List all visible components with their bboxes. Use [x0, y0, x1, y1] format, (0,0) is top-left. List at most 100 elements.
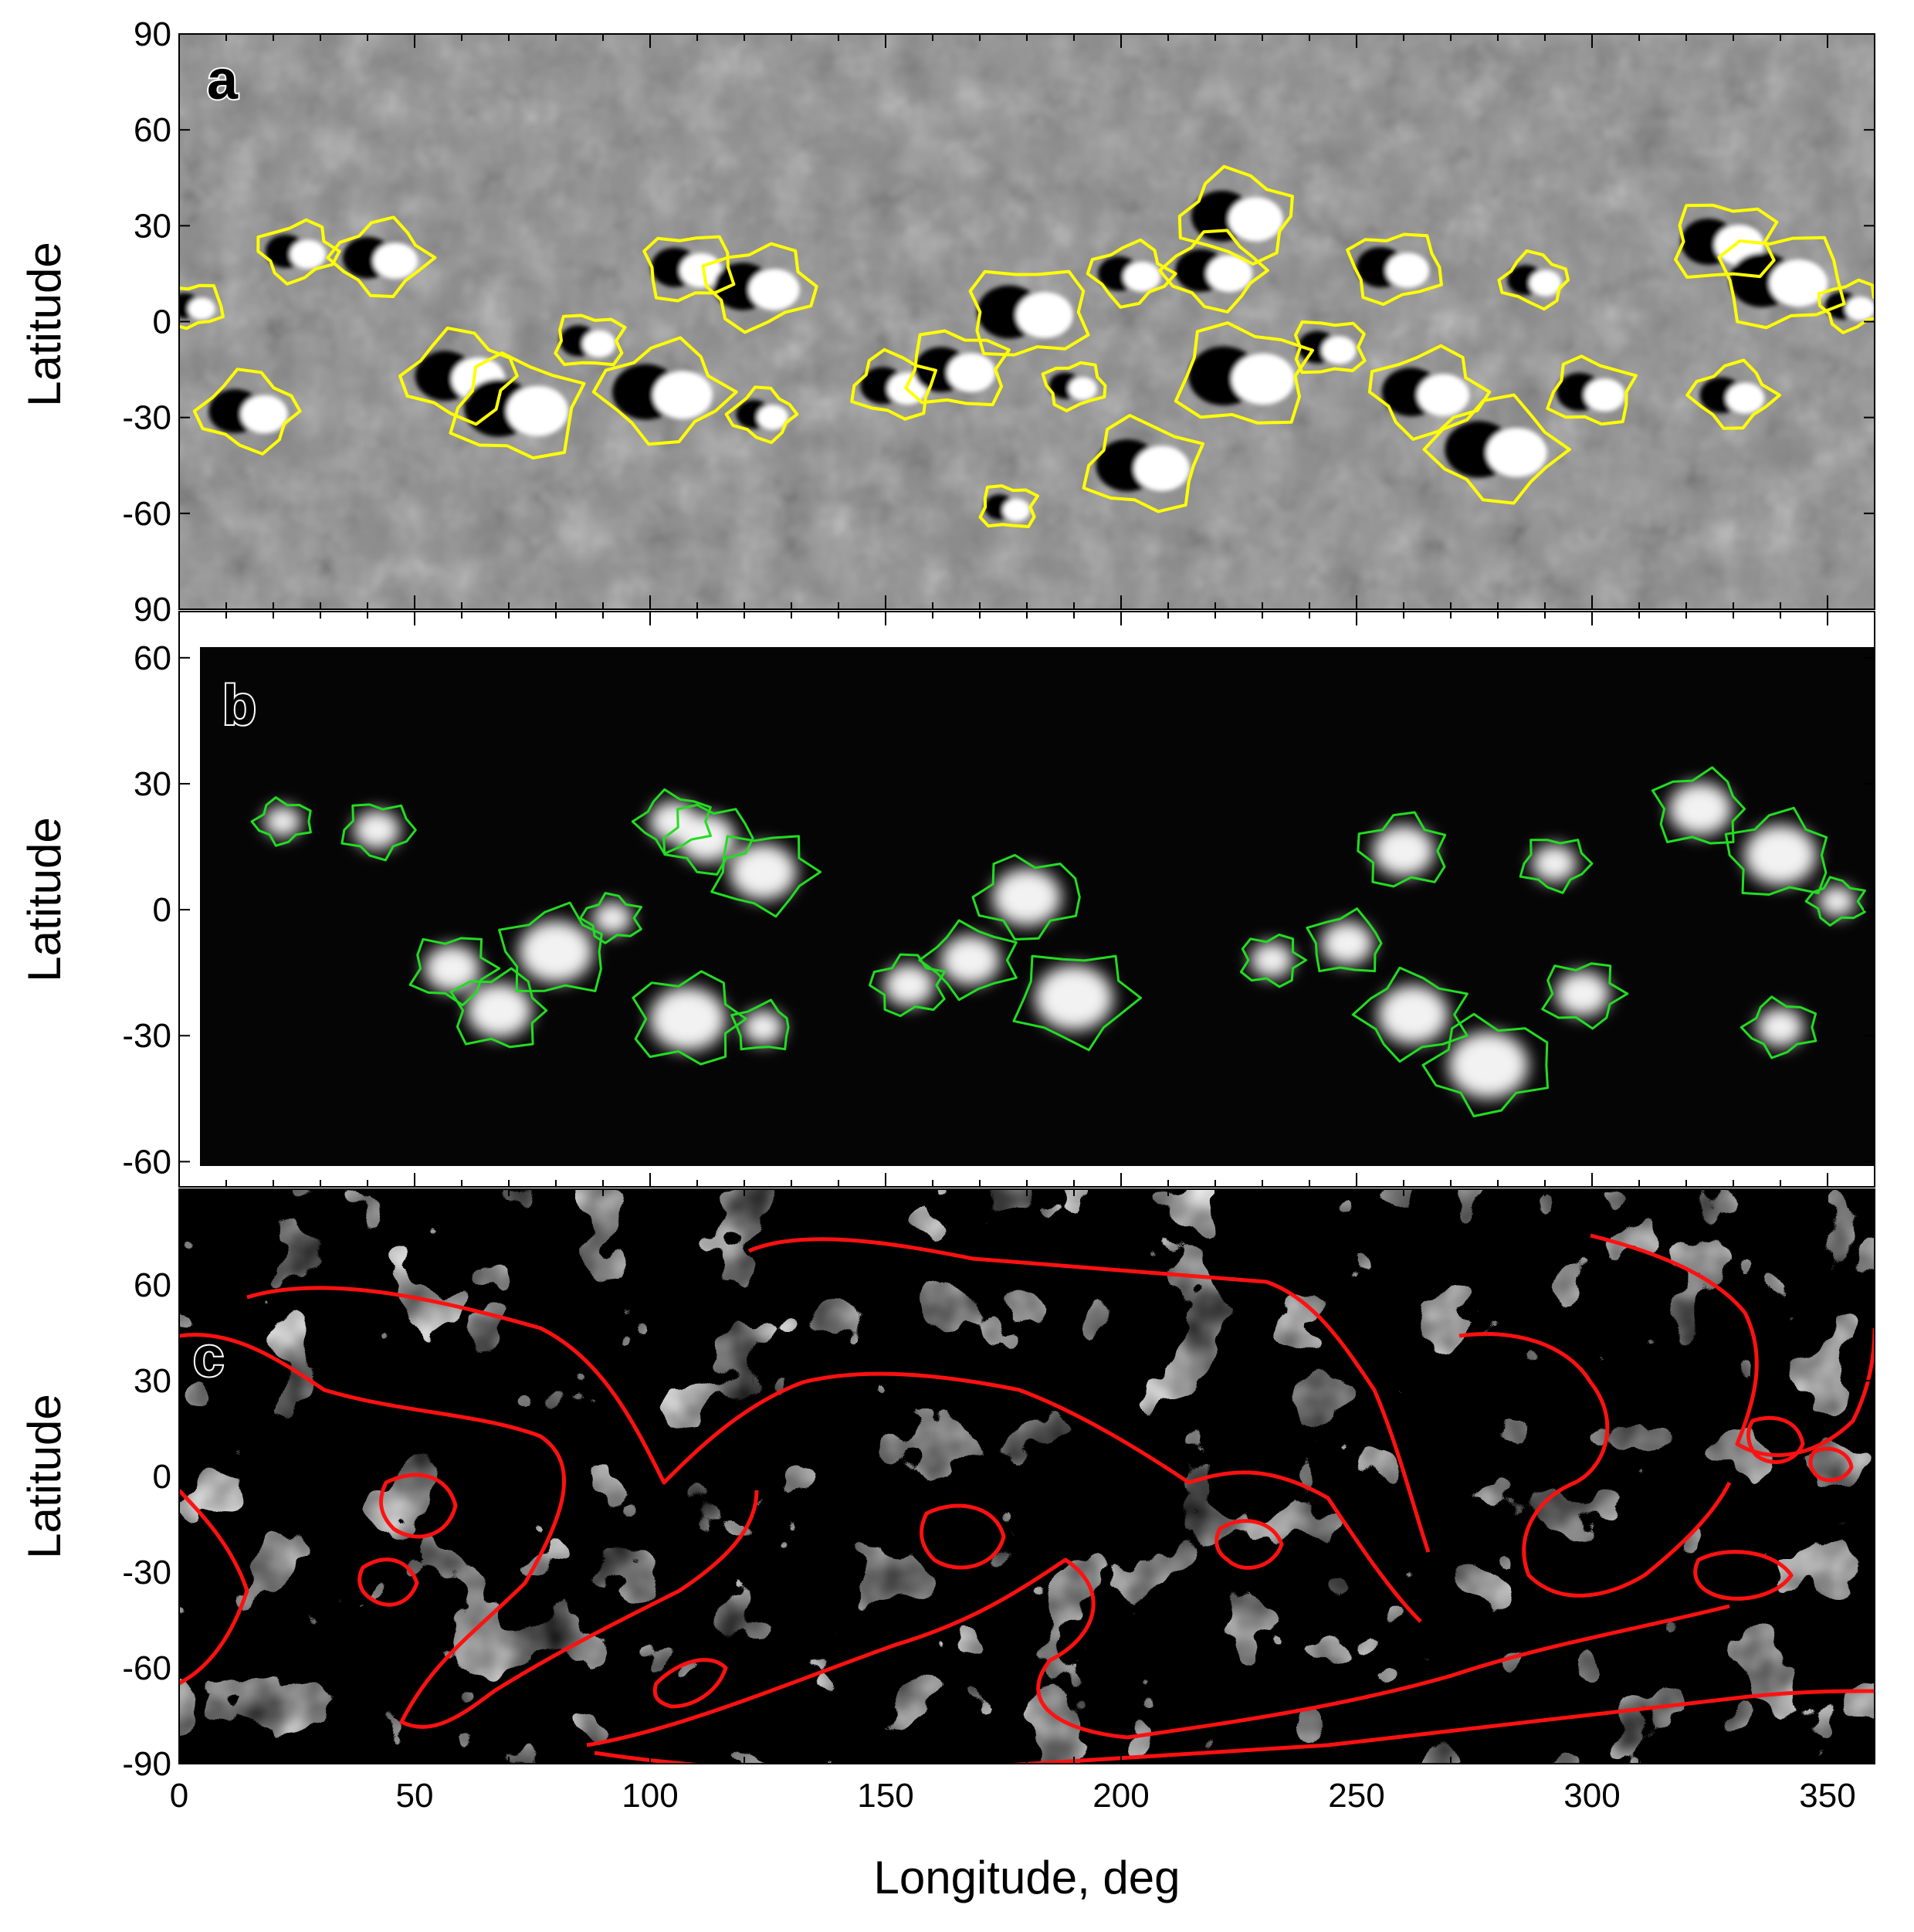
yellow-contour	[1086, 238, 1177, 309]
bright-patch	[264, 805, 302, 837]
bright-patch	[593, 901, 632, 934]
panel-b-contours	[250, 766, 1866, 1117]
green-contour	[1541, 962, 1629, 1030]
panel-c-contour-small-3	[652, 1658, 728, 1709]
positive-polarity-patch	[749, 269, 800, 310]
yellow-contour	[326, 215, 437, 298]
yellow-contour	[701, 242, 818, 334]
positive-polarity-patch	[1206, 255, 1253, 293]
yellow-contour	[1497, 249, 1570, 311]
y-tick-label: 60	[134, 111, 171, 149]
positive-polarity-patch	[1003, 499, 1031, 521]
bright-patch	[1818, 886, 1856, 917]
bright-patch	[1373, 825, 1435, 876]
positive-polarity-patch	[1486, 428, 1547, 477]
green-contour	[1740, 995, 1817, 1059]
yellow-contour	[1367, 344, 1492, 441]
panel-c-contour-far-east	[1590, 1233, 1875, 1457]
yellow-contour	[1041, 361, 1107, 412]
positive-polarity-patch	[373, 242, 418, 280]
y-tick-label: 0	[153, 303, 171, 341]
panel-c: c 60 30 0 -30 -60 -90 Latitude	[19, 1188, 1875, 1783]
yellow-contour	[1546, 354, 1638, 426]
panel-a: a 90 60 30 0 -30 -60 90 Latitude	[19, 15, 1875, 629]
yellow-contour	[1717, 236, 1846, 330]
panel-a-contours	[179, 164, 1875, 528]
y-tick-label: 30	[134, 765, 171, 803]
panel-c-contour-west-loop	[179, 1333, 759, 1729]
x-tick-label: 100	[622, 1777, 678, 1815]
panel-c-contour-east-loop	[1458, 1332, 1732, 1598]
yellow-contour	[1082, 414, 1205, 514]
panel-c-contours	[179, 1233, 1875, 1764]
green-contour	[340, 803, 417, 862]
positive-polarity-patch	[1386, 253, 1430, 288]
green-contour	[498, 901, 603, 992]
yellow-contour	[1817, 278, 1875, 334]
positive-polarity-patch	[1322, 336, 1357, 364]
x-axis-title: Longitude, deg	[873, 1852, 1180, 1903]
panel-c-contour-small-5	[919, 1503, 1006, 1570]
panel-a-magnetic-patches	[179, 190, 1875, 521]
positive-polarity-patch	[290, 239, 327, 269]
positive-polarity-patch	[1123, 261, 1161, 292]
positive-polarity-patch	[1769, 259, 1828, 307]
bright-patch	[1757, 1008, 1804, 1047]
yellow-contour	[449, 351, 586, 460]
y-tick-label: 0	[153, 891, 171, 929]
panel-c-contour-small-1	[378, 1473, 458, 1539]
y-tick-label: -60	[122, 1143, 171, 1181]
green-contour	[918, 919, 1018, 1002]
y-tick-label: 0	[153, 1458, 171, 1496]
panel-b-y-axis-title: Latitude	[19, 817, 70, 982]
yellow-contour	[591, 336, 738, 446]
yellow-contour	[1177, 164, 1294, 266]
green-contour	[730, 998, 790, 1051]
green-contour	[1651, 766, 1746, 845]
green-contour	[1519, 839, 1594, 894]
bright-patch	[1532, 845, 1577, 883]
panel-c-contour-small-4	[1214, 1519, 1284, 1570]
yellow-contour	[554, 314, 627, 367]
y-tick-label: -60	[122, 1649, 171, 1687]
positive-polarity-patch	[1231, 353, 1295, 405]
yellow-contour	[968, 269, 1090, 357]
x-tick-label: 0	[170, 1777, 188, 1815]
y-tick-label: -60	[122, 495, 171, 533]
green-contour	[579, 892, 643, 944]
positive-polarity-patch	[582, 330, 616, 358]
y-tick-label: 60	[134, 1266, 171, 1304]
x-tick-label: 300	[1563, 1777, 1620, 1815]
panel-c-contour-small-6	[1693, 1550, 1794, 1601]
bright-patch	[424, 945, 480, 992]
bright-patch	[884, 964, 934, 1006]
panel-c-y-axis-title: Latitude	[19, 1394, 70, 1559]
green-contour	[1306, 907, 1383, 973]
panel-c-contour-small-8	[1808, 1446, 1854, 1483]
panel-a-letter: a	[207, 49, 239, 111]
bright-patch	[1035, 965, 1113, 1031]
positive-polarity-patch	[1726, 382, 1765, 414]
panel-c-binary-texture	[179, 1189, 1875, 1764]
bright-patch	[519, 920, 593, 983]
bright-patch	[678, 814, 736, 863]
positive-polarity-patch	[1584, 378, 1625, 412]
bright-patch	[1250, 942, 1293, 978]
bright-patch	[466, 983, 532, 1038]
x-tick-label: 350	[1799, 1777, 1855, 1815]
bright-patch	[354, 810, 401, 849]
bright-patch	[1744, 825, 1817, 886]
panel-c-contour-south-band	[586, 1557, 1730, 1747]
yellow-contour	[724, 385, 799, 445]
panel-c-contour-upper-arc	[748, 1237, 1431, 1553]
yellow-contour	[256, 218, 341, 286]
bright-patch	[649, 987, 726, 1051]
panel-c-contour-south-boundary	[594, 1689, 1875, 1764]
panel-a-y-axis: 90 60 30 0 -30 -60 90	[122, 15, 1875, 629]
green-contour	[1351, 966, 1469, 1063]
yellow-contour	[179, 283, 225, 330]
positive-polarity-patch	[188, 297, 215, 320]
yellow-contour	[642, 235, 736, 303]
bright-patch	[992, 868, 1062, 926]
